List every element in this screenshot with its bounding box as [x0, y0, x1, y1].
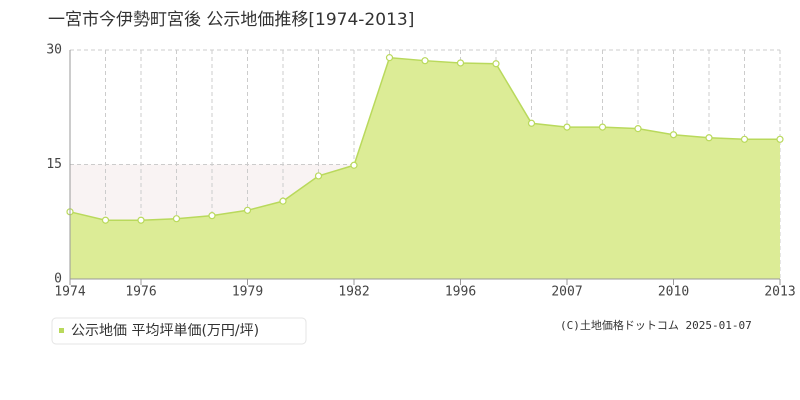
x-tick-label: 1976: [125, 285, 156, 300]
chart-title: 一宮市今伊勢町宮後 公示地価推移[1974-2013]: [48, 10, 414, 30]
x-tick-label: 2007: [551, 285, 582, 300]
legend-swatch: [59, 328, 64, 333]
credit: (C)土地価格ドットコム 2025-01-07: [560, 318, 752, 332]
point: [279, 197, 287, 205]
point: [314, 172, 323, 180]
point: [492, 60, 500, 68]
point: [527, 119, 536, 127]
point: [634, 125, 642, 133]
point: [776, 135, 784, 143]
point: [421, 57, 429, 65]
point: [740, 135, 749, 143]
point: [598, 123, 607, 131]
x-tick-label: 1979: [232, 285, 263, 300]
x-tick-label: 2010: [658, 285, 689, 300]
point: [385, 54, 394, 62]
legend-box: [51, 317, 307, 345]
y-tick-label: 0: [54, 272, 62, 287]
y-tick-label: 30: [46, 43, 62, 58]
y-tick-label: 15: [46, 157, 62, 172]
point: [208, 212, 216, 220]
x-tick-label: 1982: [338, 285, 369, 300]
point: [705, 134, 713, 142]
point: [456, 59, 465, 67]
x-tick-label: 1974: [54, 285, 85, 300]
point: [669, 131, 678, 139]
legend-label: 公示地価 平均坪単価(万円/坪): [71, 323, 259, 339]
point: [137, 216, 145, 224]
point: [563, 123, 571, 131]
point: [172, 215, 181, 223]
point: [101, 216, 110, 224]
area: [70, 57, 780, 280]
x-tick-label: 2013: [764, 285, 795, 300]
point: [350, 161, 358, 169]
x-tick-label: 1996: [445, 285, 476, 300]
point: [243, 206, 252, 214]
